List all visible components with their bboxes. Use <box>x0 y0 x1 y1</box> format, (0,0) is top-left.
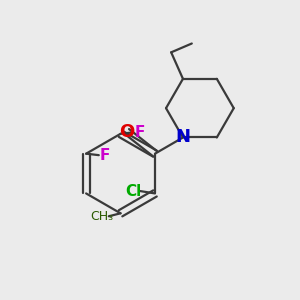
Text: CH₃: CH₃ <box>90 210 113 223</box>
Text: O: O <box>119 123 135 141</box>
Text: Cl: Cl <box>125 184 141 199</box>
Text: N: N <box>176 128 190 146</box>
Text: F: F <box>100 148 110 163</box>
Text: F: F <box>134 125 145 140</box>
